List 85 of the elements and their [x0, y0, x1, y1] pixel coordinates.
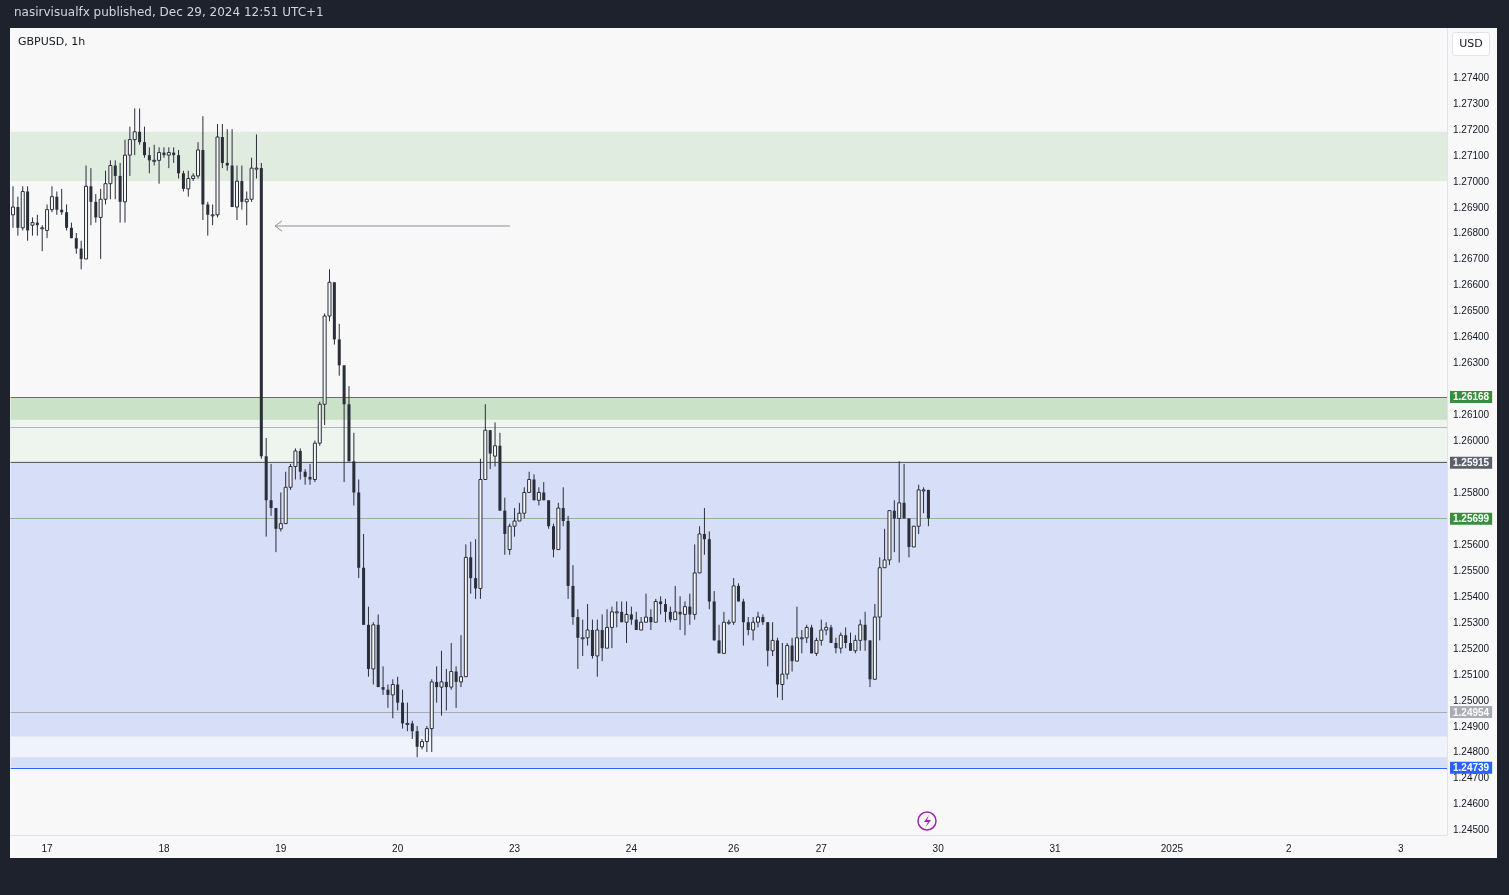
y-tick-label: 1.27000 — [1453, 175, 1490, 187]
candlestick — [834, 637, 838, 654]
candlestick — [274, 507, 278, 553]
candlestick — [751, 616, 756, 641]
x-tick-label: 20 — [392, 842, 404, 854]
candlestick — [653, 598, 658, 623]
y-axis-title: USD — [1452, 32, 1490, 56]
candlestick — [225, 128, 229, 172]
x-tick-label: 19 — [275, 842, 287, 854]
y-tick-label: 1.27100 — [1453, 149, 1490, 161]
y-tick-label: 1.24700 — [1453, 772, 1490, 784]
candlestick — [663, 598, 667, 623]
candlestick — [755, 611, 761, 628]
candlestick — [503, 497, 507, 556]
x-tick-label: 2025 — [1160, 842, 1184, 854]
x-tick-label: 24 — [625, 842, 638, 854]
x-tick-label: 30 — [932, 842, 945, 854]
y-tick-label: 1.24900 — [1453, 720, 1490, 732]
ref-line-label: 1.24739 — [1453, 762, 1490, 774]
candlestick — [682, 600, 687, 636]
chart-subtitle: nasirvisualfx published, Dec 29, 2024 12:51 UTC+1 — [14, 5, 324, 19]
x-tick-label: 23 — [508, 842, 521, 854]
ref-line-label: 1.24954 — [1453, 706, 1490, 718]
y-tick-label: 1.26000 — [1453, 435, 1490, 447]
candlestick — [147, 146, 151, 174]
ref-line-label: 1.26168 — [1453, 391, 1490, 403]
candlestick — [614, 600, 619, 628]
candlestick — [74, 232, 78, 255]
x-tick-label: 18 — [158, 842, 170, 854]
y-tick-label: 1.26500 — [1453, 305, 1490, 317]
x-tick-label: 31 — [1049, 842, 1062, 854]
candlestick — [902, 463, 906, 519]
candlestick — [741, 598, 745, 647]
y-tick-label: 1.25000 — [1453, 694, 1490, 706]
y-tick-label: 1.25400 — [1453, 590, 1490, 602]
candlestick — [386, 684, 390, 709]
y-tick-label: 1.26600 — [1453, 279, 1490, 291]
candlestick — [863, 611, 867, 652]
candlestick — [269, 463, 273, 517]
y-tick-label: 1.26100 — [1453, 409, 1490, 421]
candlestick — [439, 650, 444, 717]
candlestick — [780, 642, 785, 701]
candlestick — [401, 689, 405, 730]
y-tick-label: 1.25500 — [1453, 564, 1490, 576]
candlestick — [177, 149, 181, 179]
candlestick — [381, 665, 385, 696]
candlestick — [838, 632, 843, 654]
y-tick-label: 1.25800 — [1453, 486, 1490, 498]
text: GBPUSD, 1h — [18, 35, 86, 48]
ref-line-label: 1.25699 — [1453, 513, 1490, 525]
x-tick-label: 2 — [1285, 842, 1292, 854]
candlestick — [576, 608, 580, 670]
y-tick-label: 1.25200 — [1453, 642, 1490, 654]
candlestick — [186, 170, 191, 198]
candlestick — [152, 144, 157, 167]
y-tick-label: 1.25100 — [1453, 668, 1490, 680]
candlestick — [390, 678, 395, 719]
candlestick — [142, 126, 146, 159]
y-tick-label: 1.26700 — [1453, 253, 1490, 265]
ref-line-label: 1.25915 — [1453, 457, 1490, 469]
x-tick-label: 3 — [1397, 842, 1404, 854]
y-tick-label: 1.24800 — [1453, 746, 1490, 758]
candlestick — [405, 702, 410, 732]
y-tick-label: 1.26400 — [1453, 331, 1490, 343]
y-tick-label: 1.26900 — [1453, 201, 1490, 213]
candlestick — [605, 608, 610, 649]
y-tick-label: 1.25600 — [1453, 538, 1490, 550]
y-tick-label: 1.24500 — [1453, 824, 1490, 836]
candlestick — [449, 642, 454, 691]
candlestick — [624, 600, 629, 644]
y-tick-label: 1.26800 — [1453, 227, 1490, 239]
y-tick-label: 1.27400 — [1453, 71, 1490, 83]
y-tick-label: 1.24600 — [1453, 798, 1490, 810]
candlestick — [166, 146, 171, 169]
y-tick-label: 1.25300 — [1453, 616, 1490, 628]
candlestick — [673, 585, 678, 621]
y-tick-label: 1.27200 — [1453, 123, 1490, 135]
candlestick — [65, 203, 69, 231]
x-tick-label: 27 — [815, 842, 828, 854]
x-tick-label: 26 — [728, 842, 740, 854]
candlestick — [132, 107, 137, 156]
x-tick-label: 17 — [41, 842, 54, 854]
y-tick-label: 1.26300 — [1453, 357, 1490, 369]
y-tick-label: 1.27300 — [1453, 97, 1490, 109]
candlestick — [829, 624, 833, 644]
